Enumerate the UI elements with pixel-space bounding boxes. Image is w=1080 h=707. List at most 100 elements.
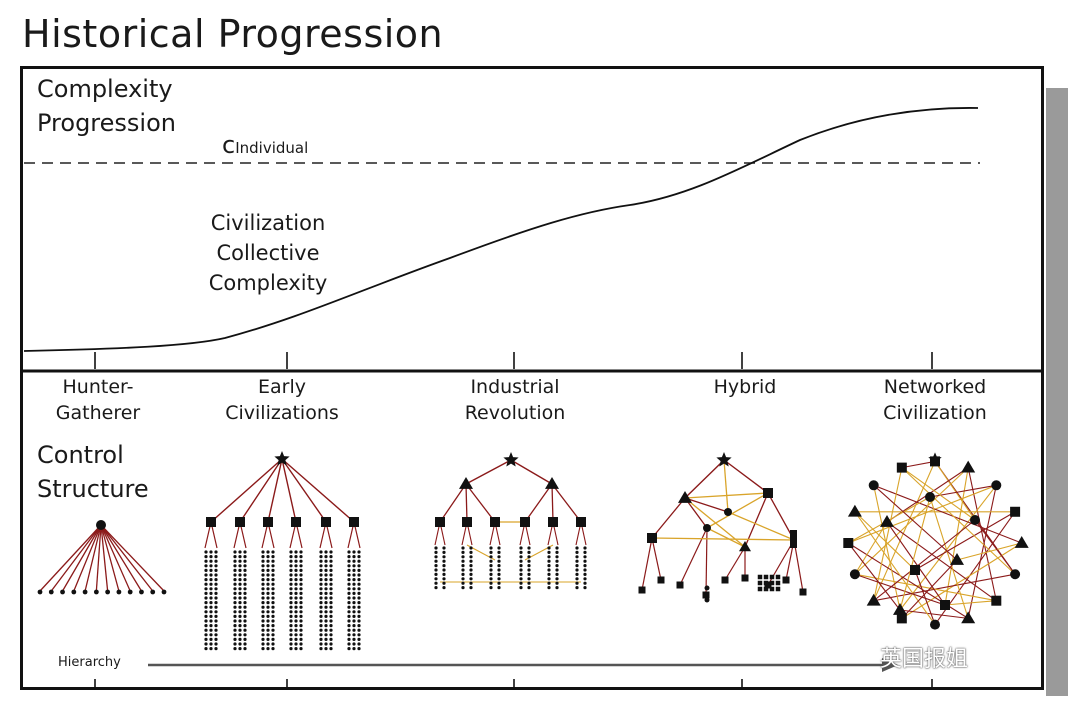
worker-node — [299, 582, 303, 586]
link — [281, 458, 297, 523]
network-link — [873, 485, 903, 619]
worker-node — [469, 568, 473, 572]
member-node — [161, 589, 167, 595]
network-link — [848, 484, 997, 544]
link — [465, 459, 512, 485]
worker-node — [324, 633, 328, 637]
link — [281, 458, 327, 523]
worker-node — [527, 568, 531, 572]
worker-node — [271, 601, 275, 605]
worker-node — [319, 637, 323, 642]
worker-node — [299, 564, 303, 568]
worker-node — [357, 610, 361, 614]
node — [739, 541, 751, 552]
worker-node — [214, 587, 218, 591]
worker-node — [289, 587, 293, 591]
mid-manager-node — [459, 477, 473, 489]
node — [928, 452, 942, 466]
link — [100, 524, 120, 592]
link — [901, 559, 958, 619]
worker-node — [329, 587, 333, 591]
worker-node — [547, 564, 551, 568]
worker-node — [204, 564, 208, 568]
worker-node — [261, 637, 265, 642]
worker-node — [261, 647, 265, 651]
leader-node — [503, 452, 519, 467]
worker-node — [469, 572, 473, 577]
worker-node — [266, 647, 270, 651]
worker-node — [289, 564, 293, 568]
worker-node — [347, 550, 351, 554]
worker-node — [294, 637, 298, 642]
hierarchy-label: Hierarchy — [58, 655, 121, 670]
worker-node — [329, 628, 333, 632]
worker-node — [434, 546, 438, 550]
worker-node — [527, 572, 531, 577]
worker-node — [266, 564, 270, 568]
worker-node — [209, 573, 213, 577]
worker-node — [497, 550, 501, 555]
worker-node — [319, 596, 323, 600]
worker-node — [233, 628, 237, 632]
worker-node — [329, 568, 333, 573]
worker-node — [352, 624, 356, 628]
node — [775, 574, 781, 580]
worker-node — [352, 619, 356, 623]
worker-node — [243, 647, 247, 651]
link — [281, 458, 355, 523]
worker-node — [209, 614, 213, 619]
worker-node — [329, 610, 333, 614]
worker-node — [352, 633, 356, 637]
worker-node — [261, 591, 265, 596]
link — [854, 573, 946, 606]
worker-node — [352, 587, 356, 591]
worker-node — [324, 555, 328, 559]
worker-node — [261, 550, 265, 554]
worker-node — [243, 637, 247, 642]
worker-node — [214, 564, 218, 568]
worker-node — [233, 564, 237, 568]
worker-node — [357, 582, 361, 586]
worker-node — [266, 573, 270, 577]
worker-node — [461, 568, 465, 572]
worker-node — [352, 564, 356, 568]
worker-node — [209, 619, 213, 623]
worker-node — [583, 586, 587, 590]
worker-node — [233, 573, 237, 577]
worker-node — [238, 642, 242, 646]
worker-node — [214, 642, 218, 646]
worker-node — [238, 568, 242, 573]
worker-node — [299, 559, 303, 563]
stage-label-early-civilizations: Early Civilizations — [225, 376, 339, 424]
worker-node — [352, 555, 356, 559]
worker-node — [352, 614, 356, 619]
worker-node — [266, 637, 270, 642]
worker-node — [243, 605, 247, 609]
worker-node — [261, 619, 265, 623]
worker-node — [547, 550, 551, 555]
worker-node — [209, 647, 213, 651]
worker-node — [527, 555, 531, 559]
node — [970, 515, 980, 525]
worker-node — [214, 619, 218, 623]
worker-node — [352, 610, 356, 614]
worker-node — [347, 596, 351, 600]
worker-node — [489, 586, 493, 590]
worker-node — [289, 573, 293, 577]
leader-node — [96, 520, 106, 530]
worker-node — [319, 601, 323, 605]
worker-node — [238, 550, 242, 554]
worker-node — [266, 619, 270, 623]
worker-node — [527, 559, 531, 563]
network-link — [901, 542, 1022, 619]
worker-node — [324, 601, 328, 605]
worker-node — [214, 559, 218, 563]
worker-node — [261, 628, 265, 632]
worker-node — [527, 550, 531, 555]
worker-node — [497, 586, 501, 590]
node — [790, 530, 797, 548]
worker-node — [233, 642, 237, 646]
node — [868, 480, 879, 491]
worker-node — [357, 564, 361, 568]
manager-node — [321, 517, 331, 527]
